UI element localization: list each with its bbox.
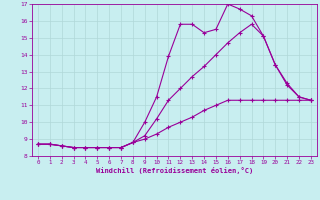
X-axis label: Windchill (Refroidissement éolien,°C): Windchill (Refroidissement éolien,°C) — [96, 167, 253, 174]
